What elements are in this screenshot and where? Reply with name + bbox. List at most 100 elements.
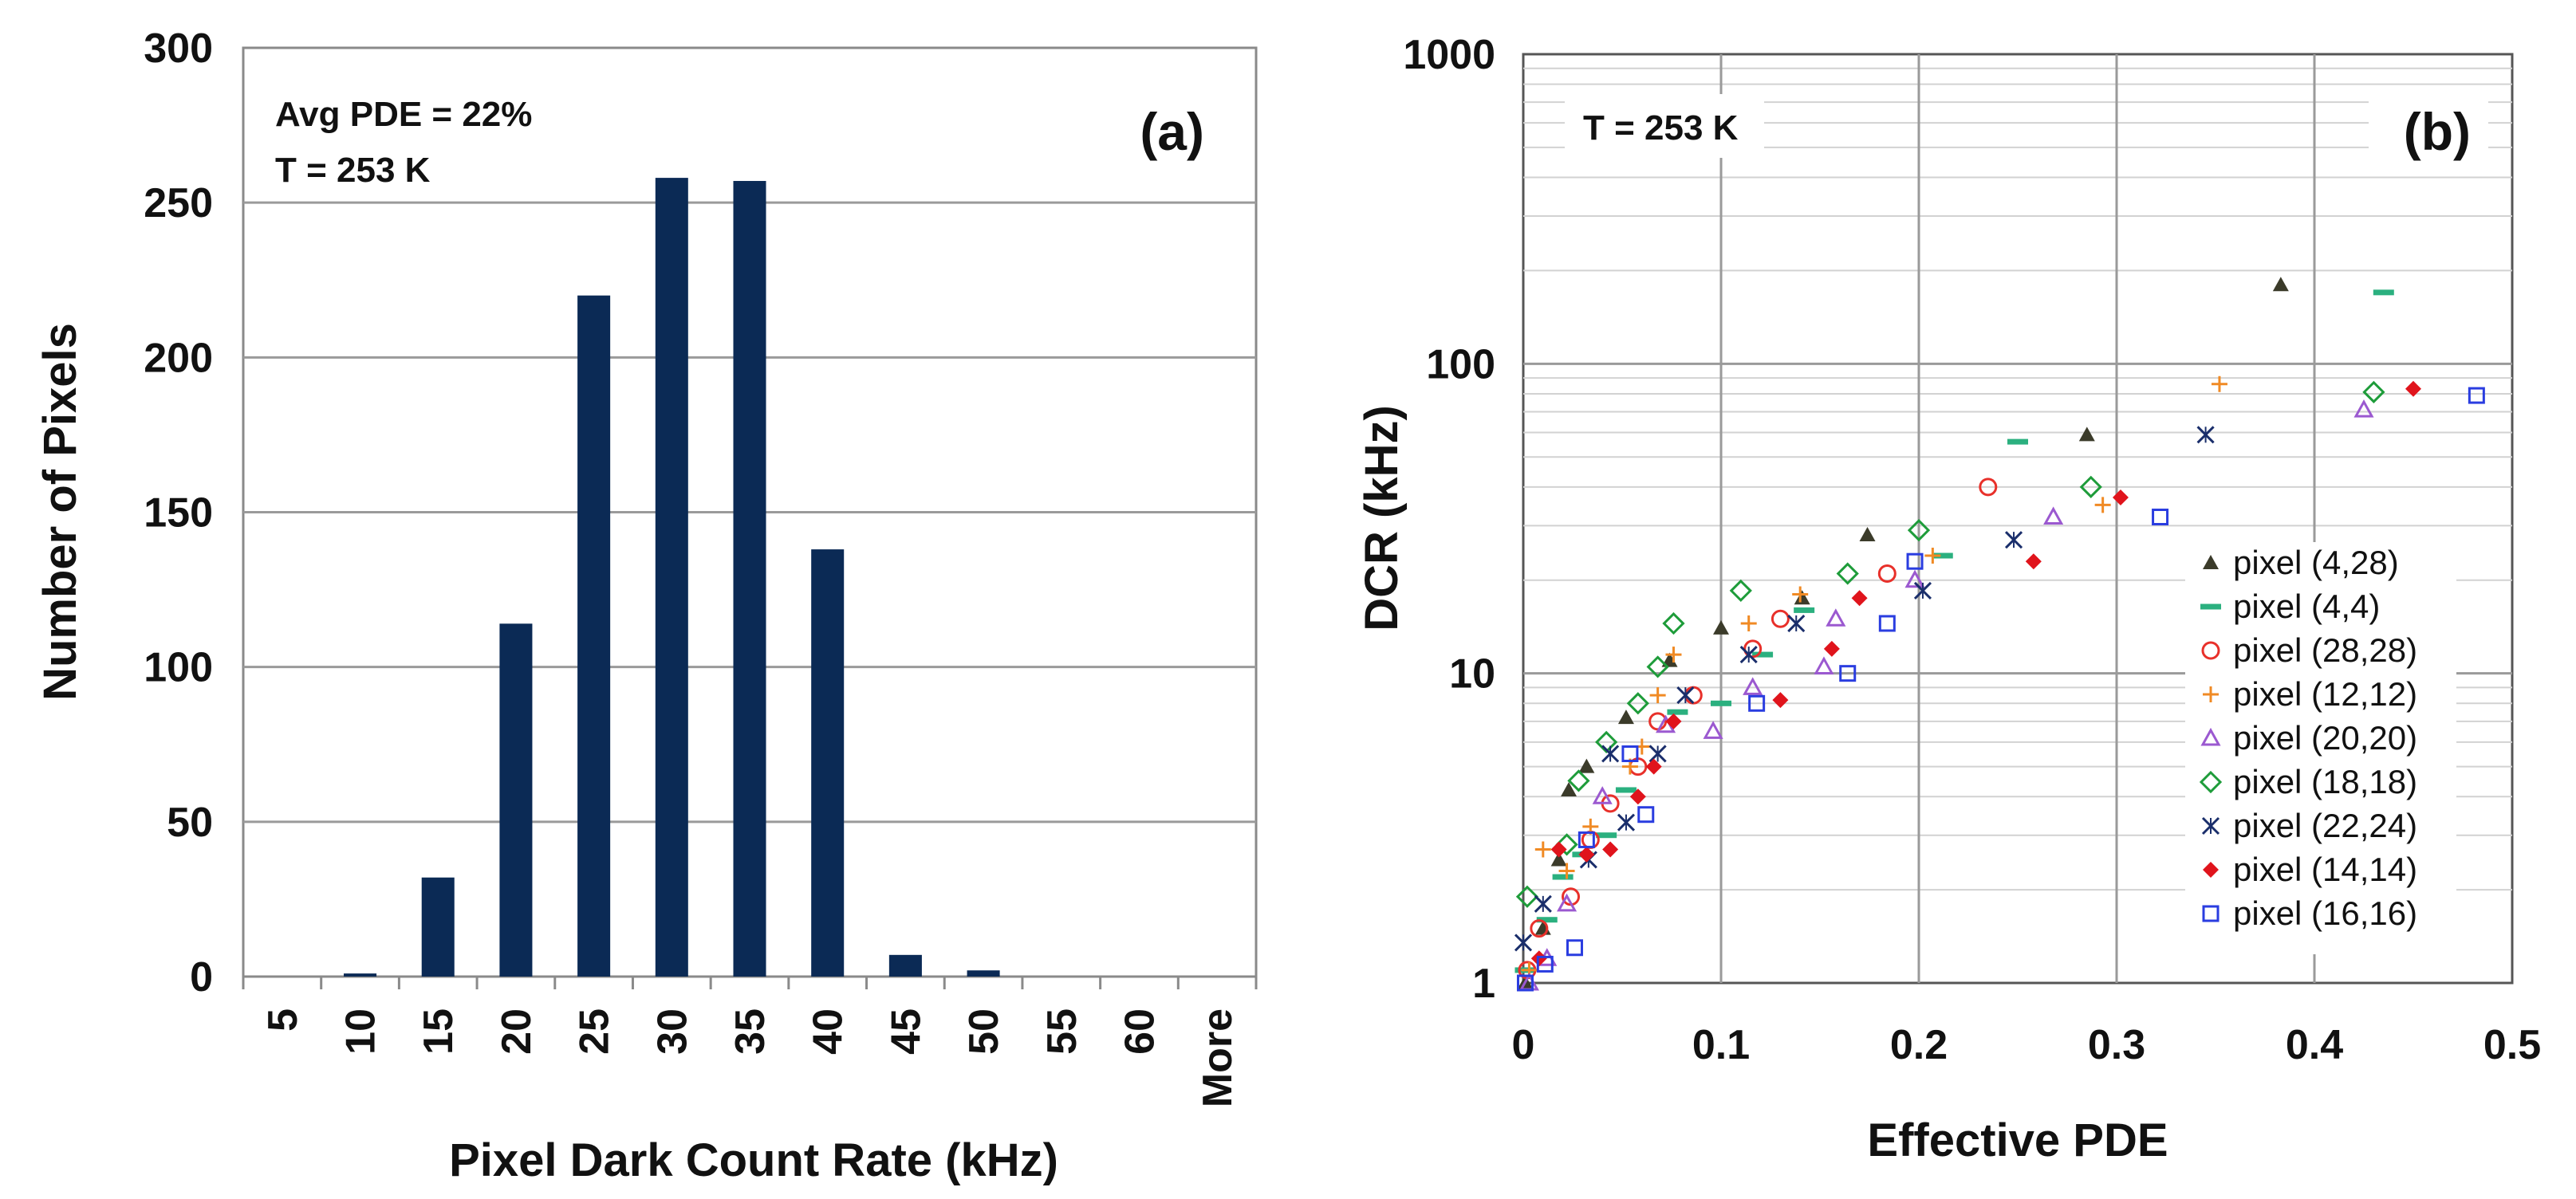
panel-b-point-s1-2 xyxy=(1552,874,1574,880)
panel-a-x-tick: 35 xyxy=(727,1008,774,1055)
panel-b-point-s3-10 xyxy=(1924,548,1941,564)
panel-b-point-s5-9 xyxy=(1907,518,1931,542)
panel-a-bars xyxy=(344,178,1000,977)
panel-b-point-s0-5 xyxy=(1617,710,1634,725)
panel-b-point-s8-9 xyxy=(1906,552,1924,570)
panel-b-point-s6-8 xyxy=(1787,614,1806,633)
panel-a-x-tick: 15 xyxy=(416,1008,462,1055)
panel-b-point-s6-6 xyxy=(1676,686,1695,705)
panel-b-point-s2-11 xyxy=(1979,478,1998,497)
panel-b-legend-marker xyxy=(2201,816,2220,835)
panel-b-point-s3-11 xyxy=(2094,497,2111,513)
panel-b-label: (b) xyxy=(2404,102,2471,161)
panel-b-point-s8-10 xyxy=(2152,509,2169,526)
panel-b-point-s5-6 xyxy=(1662,611,1685,635)
panel-b-x-axis-title: Effective PDE xyxy=(1867,1114,2168,1166)
panel-b-legend-marker xyxy=(2203,862,2219,878)
panel-b-legend-label: pixel (28,28) xyxy=(2233,631,2417,669)
panel-b-point-s5-0 xyxy=(1515,885,1539,908)
panel-b-point-s6-4 xyxy=(1617,813,1636,831)
panel-b-point-s8-8 xyxy=(1878,615,1896,632)
panel-b-legend-marker xyxy=(2200,727,2221,746)
panel-b-point-s7-10 xyxy=(2025,553,2042,570)
panel-a-bar-35 xyxy=(733,180,766,977)
panel-b-point-s4-7 xyxy=(1814,656,1834,674)
panel-b-point-s2-8 xyxy=(1743,639,1763,658)
panel-b-x-tick: 0.1 xyxy=(1692,1022,1750,1068)
panel-b-point-s5-10 xyxy=(2079,475,2102,498)
panel-b-legend-label: pixel (14,14) xyxy=(2233,851,2417,888)
panel-b-x-tick: 0.2 xyxy=(1890,1022,1948,1068)
panel-b-y-tick-labels: 1 10 100 1000 xyxy=(1403,32,1495,1007)
panel-b-point-s1-4 xyxy=(1596,832,1617,839)
panel-b-legend-marker xyxy=(2201,641,2220,660)
panel-b-legend-box xyxy=(2185,542,2456,954)
panel-b-point-s8-11 xyxy=(2468,387,2485,404)
panel-a-x-tick: 45 xyxy=(883,1008,929,1055)
panel-b-point-s1-1 xyxy=(1536,917,1558,923)
panel-a-bar-25 xyxy=(577,295,611,977)
panel-b-y-tick: 1000 xyxy=(1403,32,1495,78)
panel-b-point-s3-12 xyxy=(2211,375,2227,392)
panel-b-legend-marker xyxy=(2202,905,2220,922)
panel-b-point-s5-5 xyxy=(1646,655,1669,678)
panel-b-point-s0-2 xyxy=(1550,851,1567,867)
panel-a-bar-20 xyxy=(499,623,533,977)
panel-b-point-s1-12 xyxy=(2373,289,2394,296)
panel-a-y-tick-labels: 0 50 100 150 200 250 300 xyxy=(144,26,213,1000)
panel-a-x-tick: 5 xyxy=(260,1008,306,1032)
panel-b-point-s6-10 xyxy=(2004,531,2023,549)
panel-b-point-s1-11 xyxy=(2007,438,2028,445)
panel-b-x-tick: 0.5 xyxy=(2483,1022,2541,1068)
panel-b-point-s7-8 xyxy=(1823,640,1840,657)
panel-a-bar-30 xyxy=(655,178,688,977)
panel-b-y-tick: 1 xyxy=(1472,961,1495,1007)
panel-a-x-tick: 40 xyxy=(805,1008,852,1055)
panel-a-x-tick: More xyxy=(1195,1008,1241,1107)
panel-b-point-s2-10 xyxy=(1877,564,1897,584)
panel-b-point-s5-1 xyxy=(1555,833,1578,856)
panel-b-x-tick-labels: 0 0.1 0.2 0.3 0.4 0.5 xyxy=(1512,1022,2542,1068)
panel-b-point-s7-1 xyxy=(1550,841,1567,858)
panel-b-point-s0-7 xyxy=(1713,619,1729,635)
panel-a-y-tick: 0 xyxy=(190,954,213,1000)
panel-b-annotation-box xyxy=(1565,94,1764,158)
panel-b-legend-label: pixel (4,4) xyxy=(2233,588,2380,625)
panel-b-y-tick: 100 xyxy=(1426,341,1495,387)
panel-b-point-s8-7 xyxy=(1839,665,1857,682)
panel-a-y-tick: 100 xyxy=(144,645,213,691)
panel-b-point-s4-3 xyxy=(1592,786,1613,804)
panel-b-point-s1-10 xyxy=(1932,552,1953,559)
panel-b-point-s8-4 xyxy=(1621,745,1639,762)
panel-b-legend-marker xyxy=(2199,770,2223,794)
panel-b-point-s7-12 xyxy=(2405,380,2421,397)
panel-b-point-s0-10 xyxy=(2078,427,2095,442)
panel-b-point-s6-0 xyxy=(1514,934,1533,952)
panel-b-point-s8-5 xyxy=(1637,806,1655,824)
panel-b-legend: pixel (4,28) pixel (4,4) pixel (28,28) pixe… xyxy=(2185,542,2456,954)
panel-b-point-s4-10 xyxy=(2043,506,2064,525)
panel-b-point-s6-3 xyxy=(1601,745,1620,763)
panel-a-y-tick: 50 xyxy=(167,800,213,846)
panel-b-point-s4-2 xyxy=(1557,893,1578,912)
panel-b-point-s6-7 xyxy=(1739,646,1758,664)
panel-a-y-tick: 300 xyxy=(144,26,213,72)
panel-b-point-s6-5 xyxy=(1648,745,1667,763)
panel-a-x-tick: 20 xyxy=(494,1008,540,1055)
panel-b-legend-label: pixel (20,20) xyxy=(2233,719,2417,757)
panel-a-y-axis-title: Number of Pixels xyxy=(34,323,86,701)
panel-b-point-s7-11 xyxy=(2112,489,2129,506)
panel-b-point-s2-9 xyxy=(1771,609,1790,628)
panel-a-label: (a) xyxy=(1140,102,1204,161)
panel-b-legend-label: pixel (22,24) xyxy=(2233,807,2417,844)
panel-b-point-s3-9 xyxy=(1792,586,1809,603)
panel-a-annotation-pde: Avg PDE = 22% xyxy=(275,95,532,134)
panel-b-point-s8-0 xyxy=(1516,974,1534,992)
panel-b-point-s6-11 xyxy=(2196,426,2215,444)
panel-a-bar-50 xyxy=(967,970,1000,977)
panel-b-point-s2-1 xyxy=(1530,919,1549,938)
panel-b-point-s0-4 xyxy=(1578,758,1595,773)
panel-b-legend-label: pixel (4,28) xyxy=(2233,544,2399,581)
panel-b-point-s0-9 xyxy=(1859,527,1876,542)
panel-a-x-tick: 50 xyxy=(961,1008,1007,1055)
